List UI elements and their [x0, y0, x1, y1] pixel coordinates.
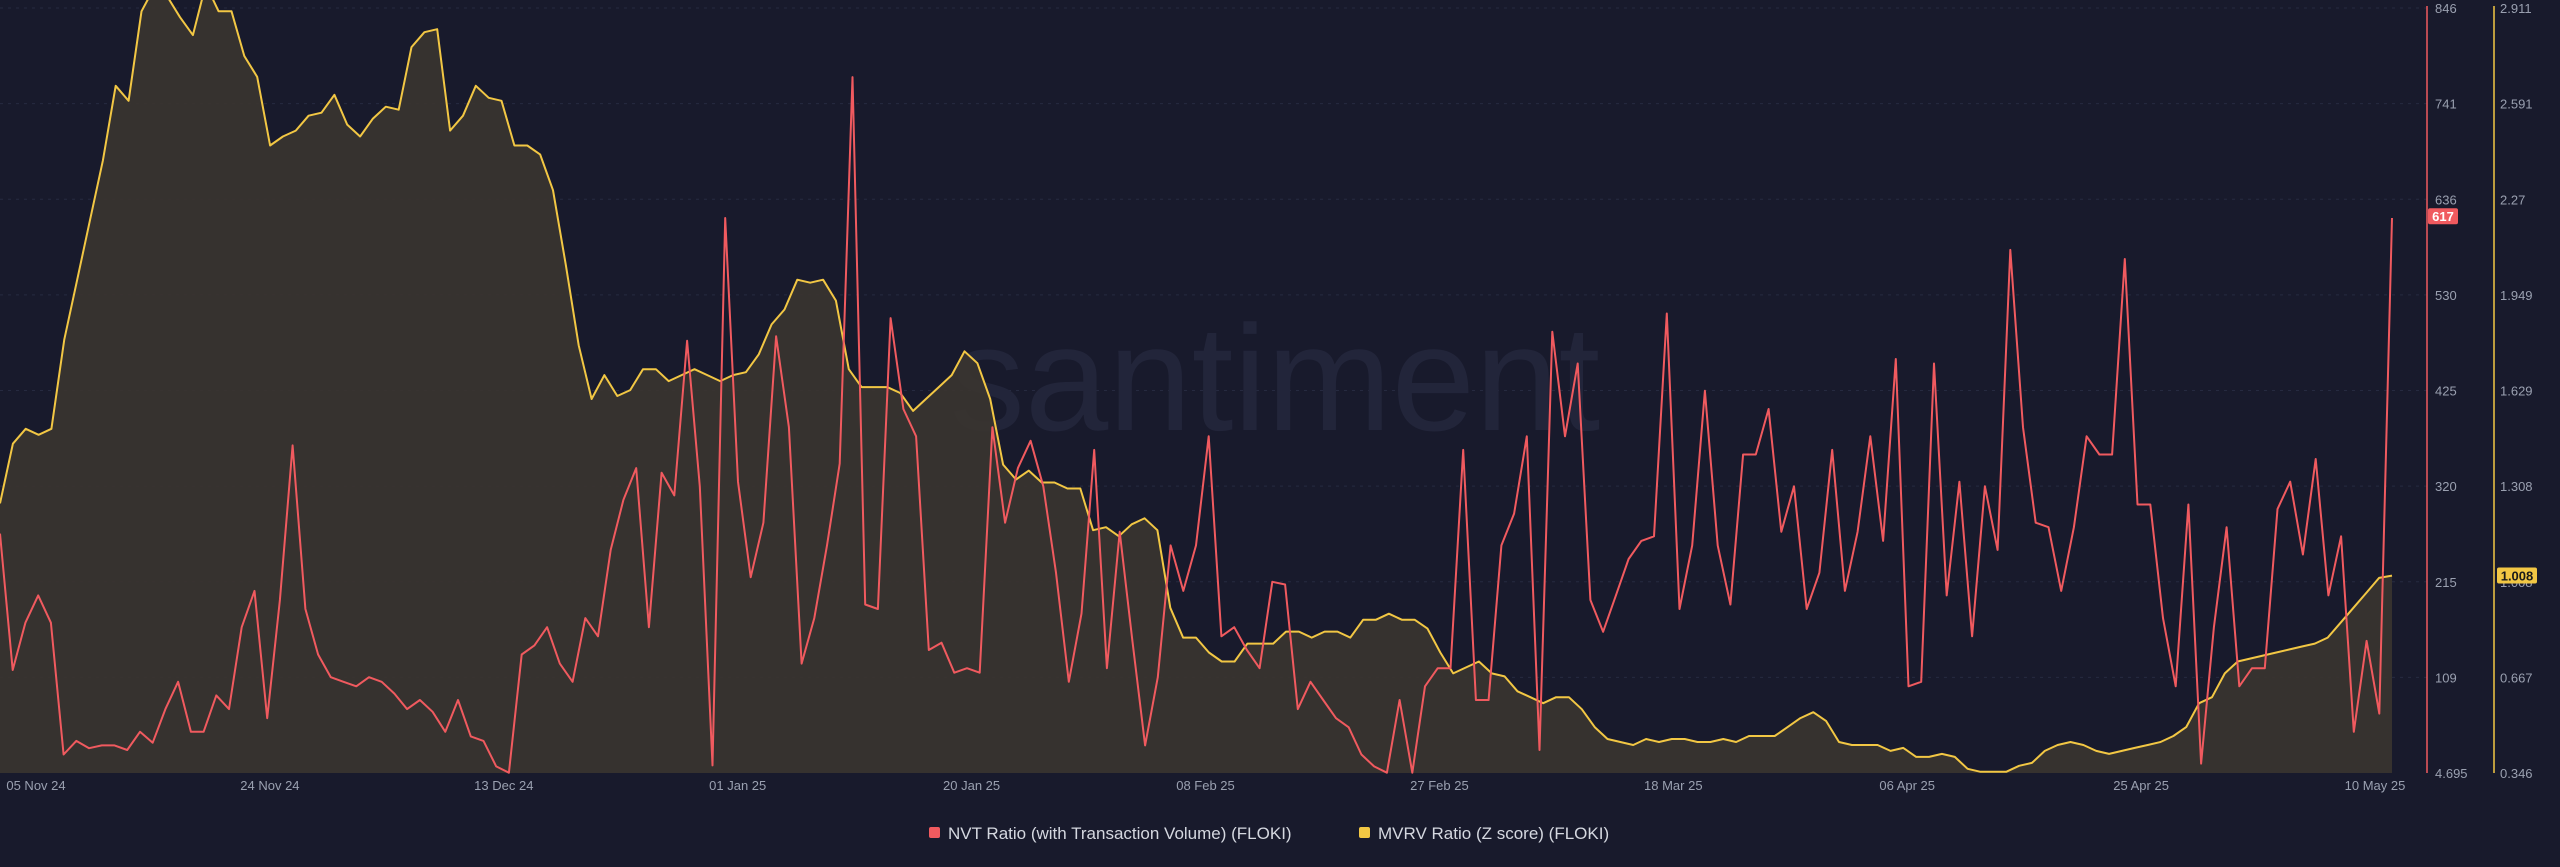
x-tick-label: 13 Dec 24 — [474, 778, 533, 793]
legend: NVT Ratio (with Transaction Volume) (FLO… — [929, 824, 1609, 843]
nvt-axis: 846 741 636 530 425 320 215 109 4.695 — [2435, 1, 2468, 781]
nvt-value-badge — [2428, 208, 2458, 225]
value-badges: 617 1.008 — [2428, 208, 2537, 584]
legend-label-nvt: NVT Ratio (with Transaction Volume) (FLO… — [948, 824, 1292, 843]
nvt-tick-label: 320 — [2435, 479, 2457, 494]
mvrv-area — [0, 0, 2392, 773]
mvrv-tick-label: 1.949 — [2500, 288, 2533, 303]
nvt-series — [0, 76, 2393, 774]
santiment-watermark: santiment — [950, 294, 1600, 462]
legend-item-nvt[interactable]: NVT Ratio (with Transaction Volume) (FLO… — [929, 824, 1292, 843]
x-tick-label: 08 Feb 25 — [1176, 778, 1235, 793]
x-axis: 05 Nov 24 24 Nov 24 13 Dec 24 01 Jan 25 20 J… — [6, 778, 2405, 793]
mvrv-tick-label: 1.308 — [2500, 479, 2533, 494]
mvrv-line — [0, 0, 2393, 773]
nvt-tick-label: 4.695 — [2435, 766, 2468, 781]
nvt-tick-label: 530 — [2435, 288, 2457, 303]
mvrv-value-badge — [2497, 567, 2537, 584]
x-tick-label: 10 May 25 — [2345, 778, 2406, 793]
x-tick-label: 24 Nov 24 — [240, 778, 299, 793]
x-tick-label: 01 Jan 25 — [709, 778, 766, 793]
nvt-tick-label: 846 — [2435, 1, 2457, 16]
mvrv-tick-label: 2.911 — [2500, 1, 2532, 16]
x-tick-label: 20 Jan 25 — [943, 778, 1000, 793]
nvt-line — [0, 76, 2393, 774]
mvrv-value-badge-text: 1.008 — [2501, 569, 2534, 584]
legend-swatch-nvt — [929, 827, 940, 838]
mvrv-tick-label: 1.629 — [2500, 384, 2533, 399]
nvt-tick-label: 109 — [2435, 670, 2457, 685]
mvrv-tick-label: 0.667 — [2500, 670, 2533, 685]
nvt-tick-label: 741 — [2435, 97, 2457, 112]
x-tick-label: 05 Nov 24 — [6, 778, 65, 793]
nvt-value-badge-text: 617 — [2432, 209, 2454, 224]
legend-label-mvrv: MVRV Ratio (Z score) (FLOKI) — [1378, 824, 1609, 843]
nvt-tick-label: 425 — [2435, 384, 2457, 399]
mvrv-tick-label: 2.27 — [2500, 192, 2525, 207]
nvt-tick-label: 636 — [2435, 192, 2457, 207]
x-tick-label: 25 Apr 25 — [2113, 778, 2169, 793]
mvrv-series — [0, 0, 2393, 773]
nvt-tick-label: 215 — [2435, 575, 2457, 590]
mvrv-axis: 2.911 2.591 2.27 1.949 1.629 1.308 1.008 0.667 0… — [2500, 1, 2533, 781]
legend-item-mvrv[interactable]: MVRV Ratio (Z score) (FLOKI) — [1359, 824, 1609, 843]
mvrv-tick-label: 2.591 — [2500, 97, 2533, 112]
legend-swatch-mvrv — [1359, 827, 1370, 838]
x-tick-label: 27 Feb 25 — [1410, 778, 1469, 793]
mvrv-tick-label: 0.346 — [2500, 766, 2533, 781]
x-tick-label: 18 Mar 25 — [1644, 778, 1703, 793]
x-tick-label: 06 Apr 25 — [1879, 778, 1935, 793]
